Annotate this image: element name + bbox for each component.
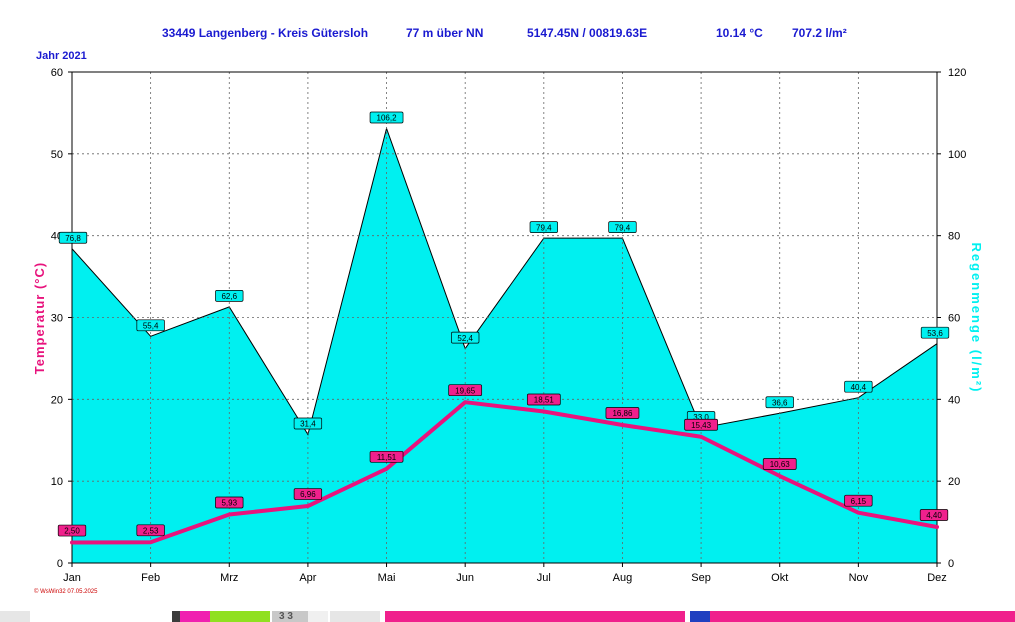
x-axis-tick-label: Nov (849, 572, 869, 584)
temp-data-label: 16,86 (612, 409, 633, 418)
temp-data-label-box (526, 393, 561, 406)
temp-data-label-box (684, 418, 718, 431)
right-axis-tick-label: 0 (948, 558, 954, 570)
temp-data-label: 10,63 (770, 460, 791, 469)
rain-data-label: 55,4 (143, 322, 159, 331)
left-axis-tick-label: 30 (51, 313, 63, 325)
rain-area (72, 128, 937, 563)
right-axis-tick-label: 20 (948, 476, 960, 488)
temp-data-label-box (844, 494, 873, 507)
left-axis-tick-label: 10 (51, 476, 63, 488)
rain-data-label-box (529, 221, 558, 233)
rain-data-label-box (451, 331, 480, 344)
temp-data-label: 6,15 (851, 497, 867, 506)
rain-data-label: 36,6 (772, 398, 788, 407)
left-axis-tick-label: 60 (51, 67, 63, 79)
left-axis-tick-label: 0 (57, 558, 63, 570)
temp-data-label-box (448, 384, 483, 397)
temp-data-label: 15,43 (691, 421, 712, 430)
rain-data-label-box (215, 290, 244, 302)
x-axis-tick-label: Dez (927, 572, 947, 584)
rain-data-label-box (765, 396, 794, 409)
rain-data-label: 52,4 (457, 334, 473, 343)
temp-data-label: 18,51 (534, 396, 555, 405)
temp-data-label: 5,93 (221, 499, 237, 508)
rain-data-label-box (844, 380, 873, 393)
temp-data-label: 11,51 (377, 453, 397, 462)
right-axis-tick-label: 100 (948, 149, 966, 161)
rain-data-label-box (136, 319, 165, 332)
rain-data-label-box (920, 326, 950, 339)
x-axis-tick-label: Okt (771, 572, 788, 584)
temp-data-label: 2,50 (64, 527, 80, 536)
footer-credit: © WsWin32 07.05.2025 (34, 589, 98, 595)
x-axis-tick-label: Jun (456, 572, 474, 584)
temp-data-label-box (57, 524, 87, 537)
header-total-rain: 707.2 l/m² (792, 26, 847, 40)
rain-data-label-box (293, 417, 323, 430)
rain-data-label: 62,6 (221, 292, 237, 301)
bottom-strip: 3 3 (0, 611, 1015, 622)
rain-data-label: 33,0 (693, 413, 709, 422)
x-axis-tick-label: Apr (299, 572, 316, 584)
rain-data-label: 76,8 (65, 234, 81, 243)
header-elevation: 77 m über NN (406, 26, 484, 40)
right-axis-title: Regenmenge (l/m²) (969, 242, 984, 393)
x-axis-tick-label: Jan (63, 572, 81, 584)
left-axis-title: Temperatur (°C) (32, 262, 47, 374)
rain-data-label: 79,4 (536, 223, 552, 232)
temp-data-label-box (293, 488, 323, 500)
year-label: Jahr 2021 (36, 50, 87, 62)
temp-data-label-box (215, 496, 244, 509)
x-axis-tick-label: Feb (141, 572, 160, 584)
rain-data-label: 40,4 (851, 383, 867, 392)
temperature-line (70, 400, 939, 545)
header-station: 33449 Langenberg - Kreis Gütersloh (162, 26, 369, 40)
x-axis-tick-label: Aug (613, 572, 633, 584)
rain-data-label-box (58, 231, 88, 244)
left-axis-tick-label: 50 (51, 149, 63, 161)
rain-data-label: 53,6 (927, 329, 943, 338)
temp-data-label-box (605, 407, 640, 419)
temp-data-label-box (136, 524, 165, 537)
x-axis-tick-label: Mrz (220, 572, 238, 584)
temp-data-label: 19,65 (455, 386, 476, 395)
rain-data-label: 31,4 (300, 420, 316, 429)
temp-data-label-box (762, 458, 797, 470)
rain-outline (71, 126, 938, 436)
rain-data-label: 79,4 (615, 223, 631, 232)
x-axis-tick-label: Sep (691, 572, 711, 584)
right-axis-tick-label: 40 (948, 394, 960, 406)
rain-data-label-box (608, 221, 637, 233)
temp-data-label: 2,53 (143, 526, 159, 535)
right-axis-tick-label: 120 (948, 67, 966, 79)
x-axis-tick-label: Jul (537, 572, 551, 584)
rain-data-label: 106,2 (377, 114, 398, 123)
left-axis-tick-label: 20 (51, 394, 63, 406)
x-axis-tick-label: Mai (378, 572, 396, 584)
right-axis-tick-label: 80 (948, 231, 960, 243)
temp-data-label-box (369, 450, 404, 463)
temp-data-label: 6,96 (300, 490, 316, 499)
rain-data-label-box (369, 111, 404, 124)
strip-text: 3 3 (279, 611, 293, 622)
header-avg-temp: 10.14 °C (716, 26, 763, 40)
temp-data-label-box (919, 509, 949, 521)
header-coords: 5147.45N / 00819.63E (527, 26, 648, 40)
right-axis-tick-label: 60 (948, 313, 960, 325)
temp-data-label: 4,40 (926, 511, 942, 520)
